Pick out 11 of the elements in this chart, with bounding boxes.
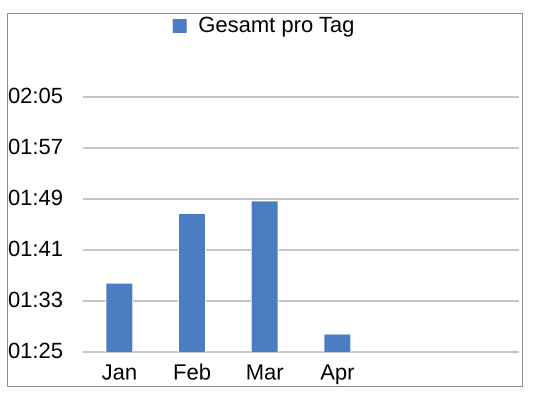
y-tick-label: 01:41 (8, 236, 63, 262)
y-tick-label: 02:05 (8, 83, 63, 108)
y-tick-label: 01:25 (8, 338, 63, 364)
y-tick-label: 01:57 (8, 134, 63, 160)
y-tick-label: 01:33 (8, 287, 63, 312)
x-tick-label: Jan (102, 359, 138, 384)
x-tick-label: Mar (246, 359, 284, 384)
x-tick-label: Feb (173, 359, 211, 384)
x-tick-label: Apr (320, 359, 354, 384)
y-tick-label: 01:49 (8, 185, 63, 210)
legend-label: Gesamt pro Tag (198, 12, 354, 38)
